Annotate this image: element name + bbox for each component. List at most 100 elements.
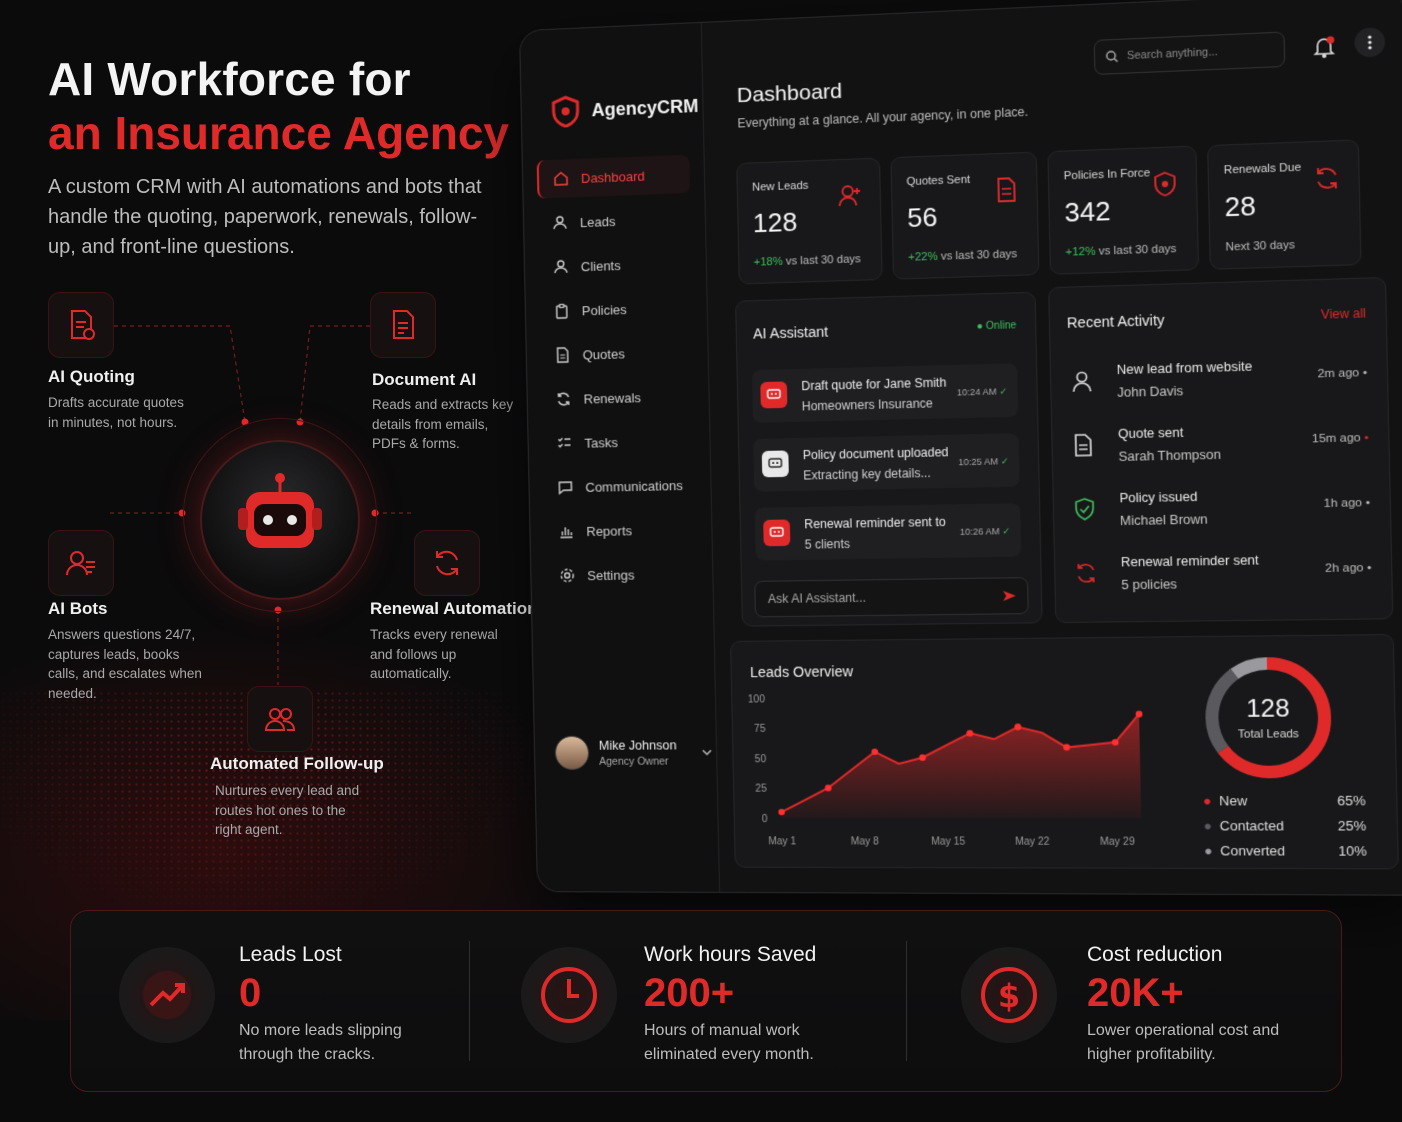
refresh-icon <box>1074 562 1098 585</box>
sidebar-item-leads[interactable]: Leads <box>538 199 691 243</box>
assistant-message[interactable]: Policy document uploaded Extracting key … <box>753 433 1019 492</box>
users-icon <box>48 530 114 596</box>
x-tick-label: May 29 <box>1100 837 1136 848</box>
stat-label: Quotes Sent <box>906 174 970 189</box>
sidebar-item-clients[interactable]: Clients <box>539 243 692 286</box>
sidebar-item-quotes[interactable]: Quotes <box>540 332 694 374</box>
ask-ai-input[interactable]: Ask AI Assistant... <box>754 577 1029 617</box>
activity-time: 2h ago • <box>1325 562 1372 575</box>
user-menu[interactable]: Mike Johnson Agency Owner <box>555 735 714 770</box>
page-title: Dashboard <box>737 80 843 109</box>
activity-line2: John Davis <box>1117 384 1183 400</box>
chat-bubble-icon <box>760 381 787 408</box>
leads-area-chart: 0255075100May 1 May 8 May 15 May 22 May 29 <box>742 685 1163 861</box>
svg-text:$: $ <box>998 977 1020 1015</box>
document-icon <box>992 176 1020 204</box>
stat-change: +22% vs last 30 days <box>908 248 1017 264</box>
sidebar-item-settings[interactable]: Settings <box>545 554 699 594</box>
activity-line2: Michael Brown <box>1120 512 1208 528</box>
user-role: Agency Owner <box>599 755 677 767</box>
user-icon <box>552 215 568 232</box>
stat-label: Policies In Force <box>1064 167 1151 183</box>
activity-item[interactable]: New lead from website John Davis 2m ago … <box>1070 348 1373 418</box>
status-badge: ● Online <box>977 320 1017 332</box>
user-icon <box>1070 370 1094 393</box>
client-icon <box>553 259 569 276</box>
sidebar-item-label: Leads <box>580 213 616 229</box>
sidebar-item-reports[interactable]: Reports <box>544 510 698 551</box>
more-menu-button[interactable] <box>1354 27 1385 58</box>
search-placeholder: Search anything... <box>1127 46 1218 62</box>
refresh-icon <box>555 391 571 407</box>
activity-line2: Sarah Thompson <box>1118 447 1221 464</box>
activity-line2: 5 policies <box>1121 577 1177 592</box>
user-add-icon <box>836 182 863 209</box>
stat-card-policies-in-force[interactable]: Policies In Force 342 +12% vs last 30 da… <box>1047 146 1199 275</box>
x-tick-label: May 1 <box>768 836 797 847</box>
stat-value: 28 <box>1224 190 1256 223</box>
feature-title-automated-follow-up: Automated Follow-up <box>210 754 384 774</box>
shield-logo-icon <box>551 95 580 128</box>
impact-value-hours-saved: 200+ <box>644 971 734 1016</box>
x-tick-label: May 8 <box>851 836 880 847</box>
stat-label: New Leads <box>752 180 809 194</box>
sidebar-item-policies[interactable]: Policies <box>539 288 692 331</box>
sidebar-item-tasks[interactable]: Tasks <box>542 421 696 463</box>
kebab-icon <box>1367 35 1372 50</box>
hero-subtitle: A custom CRM with AI automations and bot… <box>48 172 488 262</box>
sidebar-item-label: Dashboard <box>581 168 645 185</box>
stat-card-quotes-sent[interactable]: Quotes Sent 56 +22% vs last 30 days <box>890 152 1039 280</box>
robot-icon <box>202 442 358 598</box>
activity-line1: Quote sent <box>1118 425 1184 441</box>
brand[interactable]: AgencyCRM <box>551 90 699 128</box>
sidebar-item-dashboard[interactable]: Dashboard <box>537 155 690 199</box>
robot-core <box>200 440 360 600</box>
send-icon[interactable] <box>1002 589 1017 604</box>
bell-icon[interactable] <box>1311 33 1338 59</box>
activity-time: 2m ago • <box>1317 367 1367 381</box>
stat-card-new-leads[interactable]: New Leads 128 +18% vs last 30 days <box>736 158 882 285</box>
search-input[interactable]: Search anything... <box>1094 31 1286 75</box>
stat-card-renewals-due[interactable]: Renewals Due 28 Next 30 days <box>1207 139 1361 269</box>
impact-desc-leads-lost: No more leads slipping through the crack… <box>239 1019 429 1067</box>
refresh-icon <box>1312 164 1341 192</box>
sidebar-item-label: Policies <box>582 301 627 317</box>
stat-change: +12% vs last 30 days <box>1065 243 1176 259</box>
activity-item[interactable]: Renewal reminder sent 5 policies 2h ago … <box>1074 543 1377 610</box>
impact-value-leads-lost: 0 <box>239 971 261 1016</box>
quote-document-icon <box>48 292 114 358</box>
feature-title-renewal-automation: Renewal Automation <box>370 599 538 619</box>
impact-title-cost-reduction: Cost reduction <box>1087 943 1222 967</box>
document-icon <box>555 347 571 363</box>
message-line1: Renewal reminder sent to <box>804 515 946 532</box>
sidebar-item-renewals[interactable]: Renewals <box>541 377 695 419</box>
chat-bubble-icon <box>763 519 790 546</box>
assistant-message[interactable]: Draft quote for Jane Smith Homeowners In… <box>752 363 1018 423</box>
activity-item[interactable]: Quote sent Sarah Thompson 15m ago • <box>1071 413 1374 482</box>
recent-activity-title: Recent Activity <box>1067 312 1165 331</box>
legend-item-contacted: ● Contacted 25% <box>1203 818 1366 843</box>
feature-desc-document-ai: Reads and extracts key details from emai… <box>372 395 522 454</box>
search-icon <box>1106 50 1119 63</box>
y-tick-label: 0 <box>762 814 768 825</box>
sidebar-item-label: Settings <box>587 567 634 583</box>
impact-title-leads-lost: Leads Lost <box>239 943 342 967</box>
feature-title-document-ai: Document AI <box>372 370 476 390</box>
ai-assistant-card: AI Assistant ● Online Draft quote for Ja… <box>735 292 1043 627</box>
activity-item[interactable]: Policy issued Michael Brown 1h ago • <box>1072 478 1375 546</box>
clipboard-icon <box>554 303 570 320</box>
view-all-link[interactable]: View all <box>1321 306 1366 322</box>
y-tick-label: 100 <box>748 694 766 705</box>
message-line1: Policy document uploaded <box>803 445 949 462</box>
y-tick-label: 75 <box>754 724 766 735</box>
leads-overview-title: Leads Overview <box>750 663 853 680</box>
team-icon <box>247 686 313 752</box>
sidebar-item-communications[interactable]: Communications <box>543 466 697 507</box>
sidebar-item-label: Quotes <box>583 346 625 362</box>
sidebar-item-label: Renewals <box>583 390 641 406</box>
assistant-message[interactable]: Renewal reminder sent to 5 clients 10:26… <box>755 503 1021 560</box>
checklist-icon <box>556 435 572 451</box>
x-tick-label: May 15 <box>931 836 966 847</box>
activity-time: 15m ago • <box>1312 432 1369 446</box>
avatar <box>555 736 590 770</box>
